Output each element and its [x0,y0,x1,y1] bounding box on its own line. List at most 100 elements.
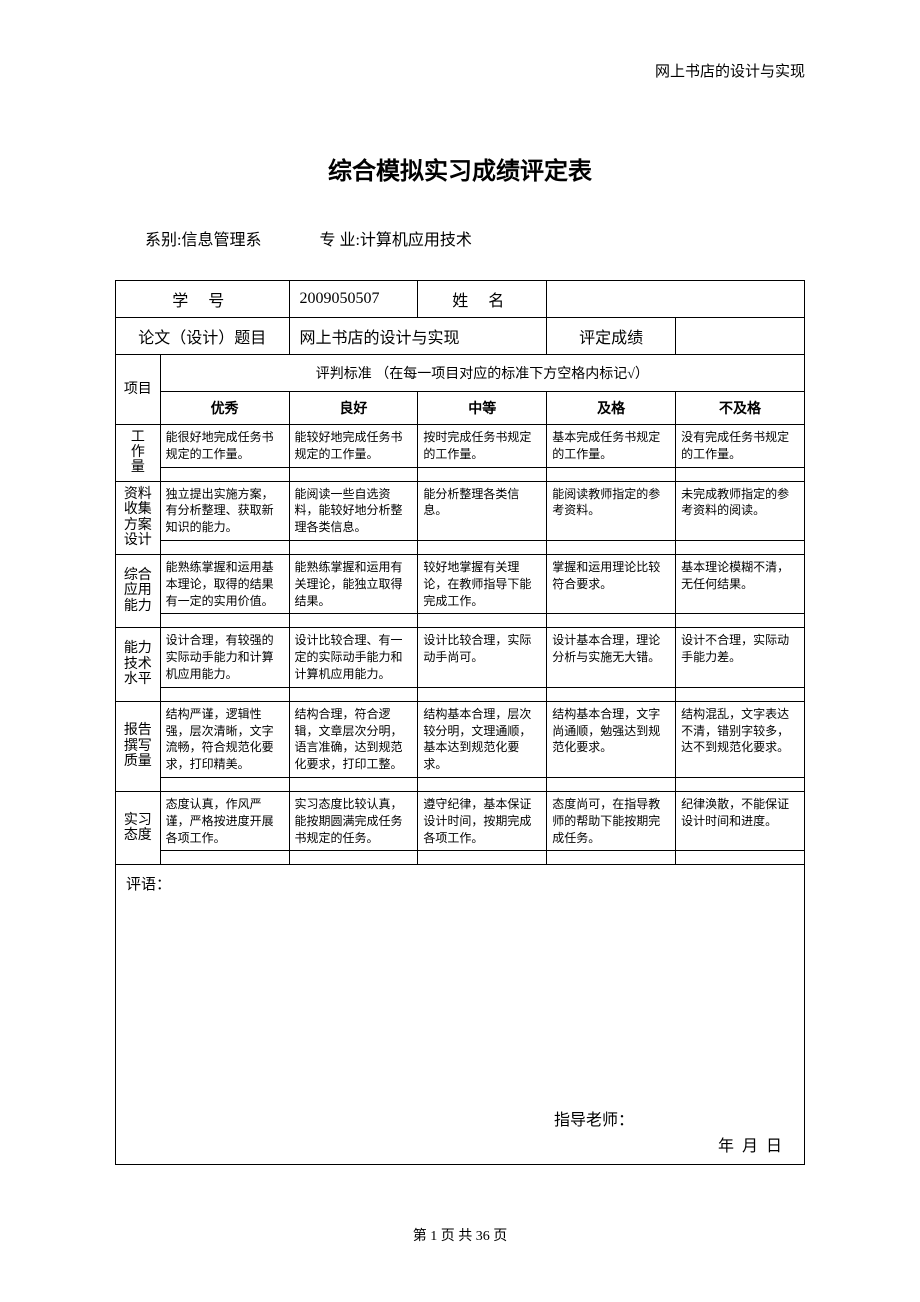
page-footer: 第 1 页 共 36 页 [115,1225,805,1245]
rubric-cell: 遵守纪律，基本保证设计时间，按期完成各项工作。 [418,791,547,850]
criteria-header-row: 项目 评判标准 （在每一项目对应的标准下方空格内标记√） [116,355,805,392]
level-good: 良好 [289,392,418,425]
rubric-mark-cell[interactable] [676,540,805,554]
rubric-mark-cell[interactable] [418,614,547,628]
teacher-signature-label: 指导老师： [554,1106,634,1130]
rubric-cell: 纪律涣散，不能保证设计时间和进度。 [676,791,805,850]
rubric-mark-cell[interactable] [676,687,805,701]
rubric-cell: 掌握和运用理论比较符合要求。 [547,554,676,613]
level-pass: 及格 [547,392,676,425]
level-header-row: 优秀 良好 中等 及格 不及格 [116,392,805,425]
rubric-category: 实习态度 [116,791,161,864]
rubric-row: 资料收集方案设计独立提出实施方案，有分析整理、获取新知识的能力。能阅读一些自选资… [116,481,805,540]
rubric-mark-cell[interactable] [676,851,805,865]
rubric-mark-row [116,777,805,791]
student-no-label: 学 号 [116,281,290,318]
grade-label: 评定成绩 [547,318,676,355]
rubric-mark-cell[interactable] [547,777,676,791]
topic-row: 论文（设计）题目 网上书店的设计与实现 评定成绩 [116,318,805,355]
topic-label: 论文（设计）题目 [116,318,290,355]
rubric-mark-cell[interactable] [676,467,805,481]
rubric-cell: 能熟练掌握和运用基本理论，取得的结果有一定的实用价值。 [160,554,289,613]
name-value [547,281,805,318]
project-column-header: 项目 [116,355,161,425]
student-info-row: 学 号 2009050507 姓 名 [116,281,805,318]
rubric-cell: 设计基本合理，理论分析与实施无大错。 [547,628,676,687]
major-value: 计算机应用技术 [360,232,472,249]
rubric-cell: 结构合理，符合逻辑，文章层次分明，语言准确，达到规范化要求，打印工整。 [289,701,418,777]
dept-value: 信息管理系 [181,232,261,249]
level-fail: 不及格 [676,392,805,425]
rubric-mark-cell[interactable] [547,687,676,701]
page: 网上书店的设计与实现 综合模拟实习成绩评定表 系别:信息管理系 专 业:计算机应… [0,0,920,1302]
rubric-cell: 能阅读教师指定的参考资料。 [547,481,676,540]
rubric-cell: 未完成教师指定的参考资料的阅读。 [676,481,805,540]
rubric-cell: 设计不合理，实际动手能力差。 [676,628,805,687]
document-title: 综合模拟实习成绩评定表 [115,151,805,186]
rubric-mark-cell[interactable] [547,467,676,481]
level-medium: 中等 [418,392,547,425]
rubric-row: 报告撰写质量结构严谨，逻辑性强，层次清晰，文字流畅，符合规范化要求，打印精美。结… [116,701,805,777]
rubric-cell: 能较好地完成任务书规定的工作量。 [289,425,418,468]
rubric-cell: 态度尚可，在指导教师的帮助下能按期完成任务。 [547,791,676,850]
rubric-mark-cell[interactable] [289,851,418,865]
comments-box: 评语： 指导老师： 年 月 日 [115,865,805,1165]
rubric-mark-cell[interactable] [676,777,805,791]
rubric-mark-row [116,467,805,481]
grade-value [676,318,805,355]
rubric-mark-cell[interactable] [160,851,289,865]
rubric-mark-cell[interactable] [160,687,289,701]
rubric-mark-cell[interactable] [418,467,547,481]
rubric-mark-row [116,687,805,701]
rubric-category: 能力技术水平 [116,628,161,701]
rubric-mark-cell[interactable] [160,777,289,791]
evaluation-table: 学 号 2009050507 姓 名 论文（设计）题目 网上书店的设计与实现 评… [115,280,805,865]
rubric-cell: 基本完成任务书规定的工作量。 [547,425,676,468]
rubric-mark-row [116,851,805,865]
level-excellent: 优秀 [160,392,289,425]
rubric-cell: 结构混乱，文字表达不清，错别字较多，达不到规范化要求。 [676,701,805,777]
rubric-mark-cell[interactable] [289,540,418,554]
rubric-cell: 设计合理，有较强的实际动手能力和计算机应用能力。 [160,628,289,687]
rubric-cell: 态度认真，作风严谨，严格按进度开展各项工作。 [160,791,289,850]
rubric-cell: 基本理论模糊不清，无任何结果。 [676,554,805,613]
rubric-cell: 能熟练掌握和运用有关理论，能独立取得结果。 [289,554,418,613]
rubric-mark-cell[interactable] [289,777,418,791]
rubric-mark-cell[interactable] [418,851,547,865]
rubric-mark-cell[interactable] [418,540,547,554]
rubric-category: 资料收集方案设计 [116,481,161,554]
major-label: 专 业: [319,232,359,249]
rubric-mark-cell[interactable] [289,687,418,701]
comments-label: 评语： [126,877,171,893]
name-label: 姓 名 [418,281,547,318]
date-line: 年 月 日 [718,1132,784,1156]
rubric-category: 报告撰写质量 [116,701,161,791]
rubric-row: 能力技术水平设计合理，有较强的实际动手能力和计算机应用能力。设计比较合理、有一定… [116,628,805,687]
rubric-row: 综合应用能力能熟练掌握和运用基本理论，取得的结果有一定的实用价值。能熟练掌握和运… [116,554,805,613]
rubric-cell: 较好地掌握有关理论，在教师指导下能完成工作。 [418,554,547,613]
rubric-cell: 结构基本合理，文字尚通顺，勉强达到规范化要求。 [547,701,676,777]
rubric-mark-cell[interactable] [547,540,676,554]
rubric-mark-cell[interactable] [676,614,805,628]
rubric-mark-cell[interactable] [547,851,676,865]
rubric-cell: 结构严谨，逻辑性强，层次清晰，文字流畅，符合规范化要求，打印精美。 [160,701,289,777]
dept-label: 系别: [145,232,181,249]
rubric-mark-cell[interactable] [160,467,289,481]
rubric-mark-cell[interactable] [547,614,676,628]
rubric-mark-cell[interactable] [289,614,418,628]
rubric-mark-cell[interactable] [160,540,289,554]
rubric-category: 综合应用能力 [116,554,161,627]
rubric-mark-cell[interactable] [160,614,289,628]
rubric-mark-cell[interactable] [418,687,547,701]
rubric-mark-cell[interactable] [418,777,547,791]
rubric-body: 工作量能很好地完成任务书规定的工作量。能较好地完成任务书规定的工作量。按时完成任… [116,425,805,865]
rubric-cell: 能分析整理各类信息。 [418,481,547,540]
rubric-cell: 设计比较合理，实际动手尚可。 [418,628,547,687]
rubric-mark-cell[interactable] [289,467,418,481]
rubric-cell: 独立提出实施方案，有分析整理、获取新知识的能力。 [160,481,289,540]
rubric-cell: 能很好地完成任务书规定的工作量。 [160,425,289,468]
rubric-cell: 设计比较合理、有一定的实际动手能力和计算机应用能力。 [289,628,418,687]
rubric-category: 工作量 [116,425,161,482]
rubric-row: 工作量能很好地完成任务书规定的工作量。能较好地完成任务书规定的工作量。按时完成任… [116,425,805,468]
rubric-cell: 能阅读一些自选资料，能较好地分析整理各类信息。 [289,481,418,540]
